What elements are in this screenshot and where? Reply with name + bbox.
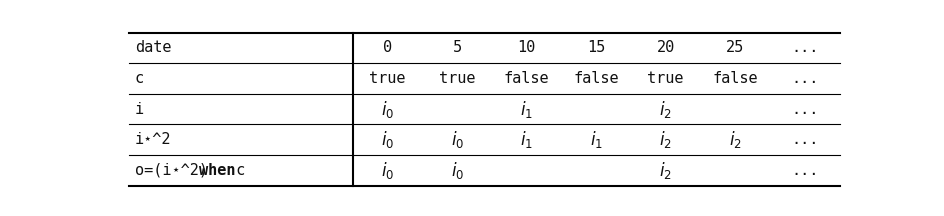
Text: date: date [135,40,171,55]
Text: ...: ... [790,163,818,178]
Text: true: true [647,71,683,86]
Text: true: true [369,71,406,86]
Text: $i_{1}$: $i_{1}$ [519,98,532,120]
Text: 10: 10 [517,40,535,55]
Text: $i_{2}$: $i_{2}$ [659,160,671,181]
Text: c: c [135,71,143,86]
Text: $i_{2}$: $i_{2}$ [659,129,671,150]
Text: ...: ... [790,102,818,117]
Text: 20: 20 [656,40,674,55]
Text: true: true [438,71,475,86]
Text: false: false [712,71,757,86]
Text: $i_{0}$: $i_{0}$ [380,160,394,181]
Text: $i_{0}$: $i_{0}$ [450,129,464,150]
Text: false: false [573,71,618,86]
Text: c: c [228,163,245,178]
Text: 25: 25 [725,40,744,55]
Text: when: when [199,163,235,178]
Text: o=(i⋆^2): o=(i⋆^2) [135,163,217,178]
Text: 15: 15 [586,40,605,55]
Text: $i_{2}$: $i_{2}$ [659,98,671,120]
Text: ...: ... [790,132,818,147]
Text: 0: 0 [382,40,392,55]
Text: 5: 5 [452,40,462,55]
Text: i: i [135,102,143,117]
Text: $i_{0}$: $i_{0}$ [450,160,464,181]
Text: ...: ... [790,40,818,55]
Text: false: false [503,71,548,86]
Text: i⋆^2: i⋆^2 [135,132,171,147]
Text: $i_{1}$: $i_{1}$ [589,129,602,150]
Text: $i_{1}$: $i_{1}$ [519,129,532,150]
Text: $i_{2}$: $i_{2}$ [728,129,741,150]
Text: ...: ... [790,71,818,86]
Text: $i_{0}$: $i_{0}$ [380,98,394,120]
Text: $i_{0}$: $i_{0}$ [380,129,394,150]
